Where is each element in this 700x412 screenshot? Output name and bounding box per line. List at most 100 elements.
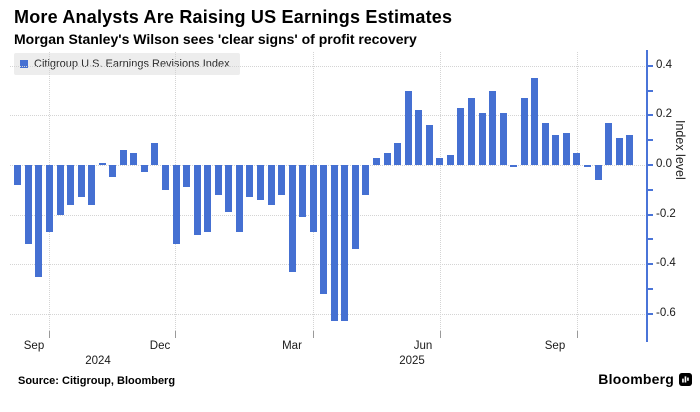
bar: [162, 165, 169, 190]
bar: [88, 165, 96, 205]
bar: [14, 165, 22, 185]
y-axis-tick: [648, 64, 653, 67]
bar: [267, 165, 275, 205]
bar: [119, 150, 127, 165]
bar: [351, 165, 359, 250]
bar: [45, 165, 53, 233]
x-tick-label: Jun: [413, 340, 433, 352]
source-note: Source: Citigroup, Bloomberg: [18, 375, 176, 387]
legend-swatch-icon: [20, 60, 28, 68]
bar: [520, 97, 528, 165]
legend: Citigroup U.S. Earnings Revisions Index: [14, 53, 240, 75]
y-tick-label: 0.4: [656, 58, 672, 71]
bar: [67, 165, 75, 205]
y-gridline: [10, 115, 647, 117]
bar: [193, 165, 201, 235]
x-year-label: 2024: [85, 355, 111, 367]
bloomberg-mark-icon: [679, 372, 692, 386]
bar: [109, 165, 117, 178]
x-tick-label: Dec: [149, 340, 171, 352]
y-axis-tick: [648, 213, 653, 216]
bar: [299, 165, 307, 218]
bar: [457, 107, 465, 165]
bar: [467, 97, 475, 165]
y-tick-label: -0.4: [656, 257, 676, 270]
bar: [130, 152, 138, 165]
x-tick-label: Mar: [282, 340, 302, 352]
bar: [541, 122, 549, 165]
x-axis-tick: [49, 331, 50, 338]
bar: [309, 165, 317, 233]
bloomberg-wordmark: Bloomberg: [598, 371, 674, 387]
y-axis-tick: [648, 139, 653, 142]
bar: [151, 142, 159, 165]
y-gridline: [10, 264, 647, 266]
y-axis-tick: [648, 114, 653, 117]
x-gridline: [577, 52, 578, 331]
bar: [341, 165, 349, 322]
bar: [510, 165, 518, 168]
y-axis-tick: [648, 288, 653, 291]
y-gridline: [10, 65, 647, 67]
bar: [204, 165, 212, 233]
bar: [404, 90, 412, 165]
bar: [478, 112, 486, 165]
x-gridline: [440, 52, 441, 331]
bar: [246, 165, 254, 198]
bar: [573, 152, 581, 165]
bloomberg-logo: Bloomberg: [598, 371, 692, 387]
bar: [552, 135, 560, 165]
bar: [362, 165, 370, 195]
page-subtitle: Morgan Stanley's Wilson sees 'clear sign…: [14, 31, 417, 47]
y-axis-tick: [648, 263, 653, 266]
x-axis-tick: [313, 331, 314, 338]
bar: [320, 165, 328, 295]
bar: [383, 152, 391, 165]
y-tick-label: -0.2: [656, 207, 676, 220]
y-gridline: [10, 214, 647, 216]
bar: [330, 165, 338, 322]
x-tick-label: Sep: [544, 340, 566, 352]
bar: [615, 137, 623, 165]
y-tick-label: -0.6: [656, 306, 676, 319]
y-axis-line: [646, 50, 648, 342]
bar: [278, 165, 286, 195]
bar: [499, 112, 507, 165]
y-axis-tick: [648, 238, 653, 241]
bar: [415, 110, 423, 165]
bar: [436, 157, 444, 165]
x-axis-tick: [440, 331, 441, 338]
bar: [489, 90, 497, 165]
bar: [584, 165, 591, 168]
bar: [140, 165, 148, 173]
bar: [225, 165, 233, 213]
y-tick-label: 0.0: [656, 158, 672, 170]
bar: [626, 135, 634, 165]
bar: [425, 125, 433, 165]
bar: [373, 157, 380, 165]
bar: [56, 165, 64, 215]
x-year-label: 2025: [399, 355, 425, 367]
bar: [35, 165, 43, 277]
bar: [288, 165, 296, 272]
bar: [98, 162, 106, 165]
y-axis-tick: [648, 164, 653, 166]
bar: [394, 142, 402, 165]
bar: [605, 122, 613, 165]
x-axis-tick: [577, 331, 578, 338]
bar: [214, 165, 222, 195]
bar: [77, 165, 85, 198]
bar: [24, 165, 32, 245]
bar: [256, 165, 264, 200]
y-gridline: [10, 313, 647, 315]
y-axis-tick: [648, 188, 653, 191]
y-axis-title: Index level: [673, 120, 687, 180]
y-axis-tick: [648, 89, 653, 92]
bar: [172, 165, 180, 245]
y-tick-label: 0.2: [656, 108, 672, 121]
bar: [446, 155, 454, 165]
y-axis-tick: [648, 312, 653, 315]
bar: [235, 165, 243, 233]
bar: [594, 165, 602, 180]
